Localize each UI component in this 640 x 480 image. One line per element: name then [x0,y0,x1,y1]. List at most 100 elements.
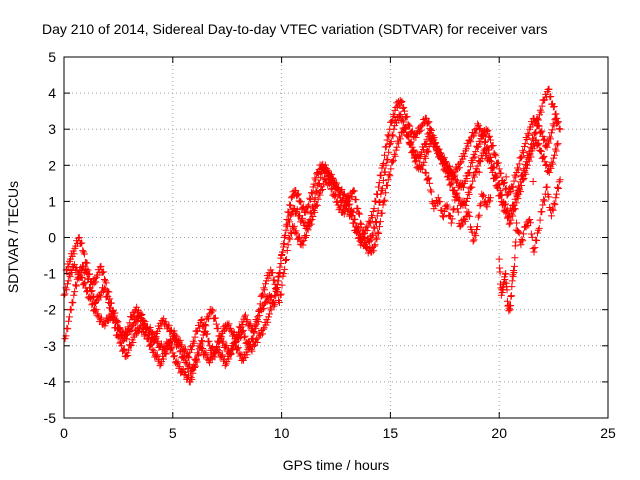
data-point-marker [433,142,441,150]
data-point-marker [526,149,534,157]
data-point-marker [544,167,552,175]
data-point-marker [387,138,395,146]
data-point-marker [171,352,179,360]
data-point-marker [79,247,87,255]
data-point-marker [401,107,409,115]
data-point-marker [517,241,525,249]
data-point-marker [485,146,493,154]
data-point-marker [273,283,281,291]
data-point-marker [552,110,560,118]
data-point-marker [505,189,513,197]
plot-border [63,56,609,419]
data-point-marker [241,332,249,340]
data-point-marker [533,122,541,130]
data-point-marker [147,327,155,335]
data-point-marker [188,375,196,383]
data-point-marker [81,267,89,275]
data-point-marker [526,215,534,223]
data-point-marker [180,352,188,360]
data-point-marker [62,284,70,292]
data-point-marker [297,198,305,206]
y-tick-label: -2 [44,302,57,318]
data-point-marker [447,180,455,188]
data-point-marker [378,209,386,217]
data-point-marker [203,330,211,338]
data-point-marker [282,255,290,263]
data-point-marker [415,128,423,136]
data-point-marker [303,225,311,233]
data-point-marker [64,325,72,333]
data-point-marker [501,185,509,193]
data-point-marker [190,339,198,347]
data-point-marker [187,367,195,375]
data-point-marker [547,212,555,220]
data-point-marker [502,173,510,181]
data-point-marker [509,183,517,191]
data-point-marker [387,118,395,126]
data-point-marker [170,327,178,335]
data-point-marker [135,324,143,332]
data-point-marker [72,281,80,289]
data-point-marker [125,346,133,354]
data-point-marker [483,203,491,211]
data-point-marker [306,215,314,223]
data-point-marker [181,359,189,367]
data-point-marker [270,276,278,284]
data-point-marker [545,139,553,147]
data-point-marker [502,270,510,278]
data-point-marker [444,203,452,211]
data-point-marker [372,234,380,242]
data-point-marker [258,306,266,314]
data-point-marker [391,106,399,114]
data-point-marker [333,179,341,187]
data-point-marker [200,321,208,329]
data-point-marker [265,313,273,321]
data-point-marker [480,131,488,139]
data-point-marker [252,325,260,333]
data-point-marker [394,102,402,110]
data-point-marker [547,164,555,172]
data-point-marker [545,85,553,93]
data-point-marker [312,187,320,195]
data-point-marker [115,326,123,334]
data-point-marker [192,356,200,364]
data-point-marker [106,304,114,312]
data-point-marker [64,277,72,285]
data-point-marker [217,335,225,343]
data-point-marker [522,158,530,166]
data-point-marker [434,194,442,202]
data-point-marker [524,154,532,162]
data-point-marker [114,333,122,341]
data-point-marker [371,224,379,232]
data-point-marker [513,219,521,227]
data-point-marker [343,193,351,201]
data-point-marker [204,313,212,321]
data-point-marker [227,350,235,358]
data-point-marker [510,177,518,185]
data-point-marker [374,183,382,191]
data-point-marker [177,347,185,355]
data-point-marker [480,191,488,199]
data-point-marker [442,205,450,213]
data-point-marker [486,194,494,202]
data-point-marker [511,254,519,262]
data-point-marker [259,290,267,298]
data-point-marker [409,148,417,156]
data-point-marker [384,131,392,139]
data-point-marker [548,126,556,134]
data-point-marker [304,202,312,210]
data-point-marker [525,131,533,139]
data-point-marker [494,159,502,167]
data-point-marker [375,229,383,237]
data-point-marker [398,117,406,125]
data-point-marker [276,268,284,276]
data-point-marker [402,125,410,133]
data-point-marker [540,136,548,144]
data-point-marker [370,205,378,213]
data-point-marker [122,330,130,338]
data-point-marker [225,320,233,328]
data-point-marker [243,351,251,359]
data-point-marker [267,306,275,314]
data-point-marker [284,241,292,249]
y-tick-label: -3 [44,338,57,354]
